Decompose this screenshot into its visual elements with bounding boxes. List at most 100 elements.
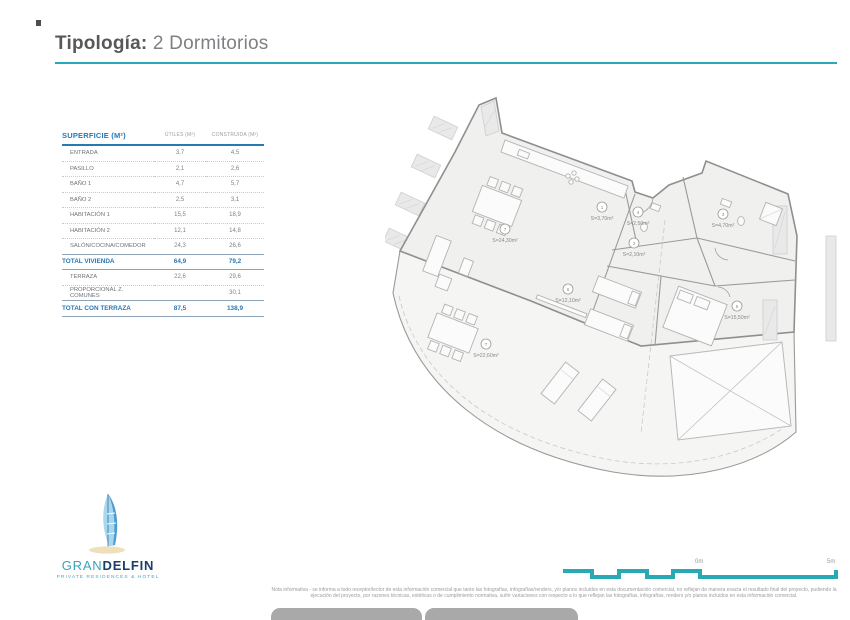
svg-text:5: 5	[736, 304, 739, 309]
svg-text:S=22,60m²: S=22,60m²	[473, 353, 499, 359]
row-construida: 4,5	[206, 145, 264, 162]
interior-partitions	[535, 176, 796, 346]
floor-plan: 1 S=3,70m² 4 S=2,50m² 3 S=4,70m² 2 S=2,1…	[385, 96, 837, 477]
svg-text:S=3,70m²: S=3,70m²	[591, 216, 614, 222]
table-row: BAÑO 1 4,7 5,7	[62, 176, 264, 193]
logo-brand: GRANDELFIN	[46, 558, 170, 573]
room-label-salon: 7 S=24,30m²	[492, 223, 518, 244]
row-label: HABITACIÓN 2	[62, 223, 154, 239]
row-label: SALÓN/COCINA/COMEDOR	[62, 238, 154, 255]
row-utiles: 15,5	[154, 207, 206, 224]
table-row: ENTRADA 3,7 4,5	[62, 145, 264, 162]
room-label-pasillo: 2 S=2,10m²	[623, 237, 646, 258]
row-utiles: 87,5	[154, 300, 206, 317]
row-construida: 30,1	[206, 285, 264, 301]
table-header-construida: CONSTRUIDA (M²)	[206, 126, 264, 146]
row-utiles: 22,6	[154, 269, 206, 286]
table-row-total-vivienda: TOTAL VIVIENDA 64,9 79,2	[62, 253, 264, 270]
sun-lounger	[540, 361, 580, 405]
room-label-bano1: 3 S=4,70m²	[712, 208, 735, 229]
row-label: PASILLO	[62, 161, 154, 177]
sun-lounger	[577, 378, 617, 422]
svg-text:S=2,50m²: S=2,50m²	[627, 221, 650, 227]
table-row: BAÑO 2 2,5 3,1	[62, 192, 264, 208]
svg-text:S=4,70m²: S=4,70m²	[712, 223, 735, 229]
logo-brand-secondary: DELFIN	[102, 558, 155, 573]
svg-text:S=15,50m²: S=15,50m²	[724, 315, 750, 321]
crossed-box	[669, 341, 792, 441]
logo-brand-primary: GRAN	[61, 558, 103, 573]
svg-text:3: 3	[722, 212, 725, 217]
table-row-total-terraza: TOTAL CON TERRAZA 87,5 138,9	[62, 300, 264, 317]
table-row: PASILLO 2,1 2,6	[62, 161, 264, 177]
row-utiles: 24,3	[154, 238, 206, 255]
row-utiles: 12,1	[154, 223, 206, 239]
terrace-dashed-edge	[398, 295, 790, 465]
page-title-label: Tipología:	[55, 33, 148, 54]
row-label: BAÑO 2	[62, 192, 154, 208]
row-construida: 29,6	[206, 269, 264, 286]
scale-zero-label: 0m	[695, 559, 703, 565]
page-title: Tipología: 2 Dormitorios	[55, 33, 268, 55]
row-construida: 2,6	[206, 161, 264, 177]
kitchen-counter	[500, 139, 629, 199]
row-construida: 79,2	[206, 253, 264, 270]
surface-table: SUPERFICIE (M²) ÚTILES (M²) CONSTRUIDA (…	[62, 126, 264, 317]
row-label: BAÑO 1	[62, 176, 154, 193]
scale-bar: 0m 5m	[563, 559, 838, 579]
svg-text:2: 2	[633, 241, 636, 246]
room-label-habitacion2: 6 S=12,10m²	[555, 283, 581, 304]
sofa	[422, 234, 475, 292]
stove-icon	[565, 170, 580, 185]
svg-text:S=24,30m²: S=24,30m²	[492, 238, 518, 244]
bottom-tab-right	[425, 608, 578, 620]
svg-text:4: 4	[637, 210, 640, 215]
row-construida: 18,9	[206, 207, 264, 224]
row-construida: 3,1	[206, 192, 264, 208]
room-label-habitacion1: 5 S=15,50m²	[724, 300, 750, 321]
bathroom-fixtures	[640, 197, 784, 232]
table-row: HABITACIÓN 1 15,5 18,9	[62, 207, 264, 224]
table-row: PROPORCIONAL Z. COMUNES 30,1	[62, 285, 264, 301]
disclaimer-note: Nota informativa - se informa a todo rec…	[271, 587, 837, 599]
page-title-value: 2 Dormitorios	[152, 33, 269, 54]
row-label: HABITACIÓN 1	[62, 207, 154, 224]
svg-text:6: 6	[567, 287, 570, 292]
row-utiles: 2,5	[154, 192, 206, 208]
row-label: TERRAZA	[62, 269, 154, 286]
row-construida: 14,8	[206, 223, 264, 239]
svg-text:S=12,10m²: S=12,10m²	[555, 298, 581, 304]
dining-table-outdoor	[427, 303, 479, 363]
svg-text:7: 7	[504, 227, 507, 232]
row-construida: 26,6	[206, 238, 264, 255]
single-bed	[591, 275, 643, 309]
row-utiles: 3,7	[154, 145, 206, 162]
page-corner-mark	[36, 20, 41, 26]
sail-tower-icon	[89, 494, 125, 554]
table-row: HABITACIÓN 2 12,1 14,8	[62, 223, 264, 239]
svg-text:S=2,10m²: S=2,10m²	[623, 252, 646, 258]
row-label: ENTRADA	[62, 145, 154, 162]
title-underline	[55, 62, 837, 64]
logo: GRANDELFIN PRIVATE RESIDENCES & HOTEL	[46, 492, 170, 580]
row-utiles: 4,7	[154, 176, 206, 193]
table-header-utiles: ÚTILES (M²)	[154, 126, 206, 146]
single-bed	[583, 308, 635, 342]
table-row: SALÓN/COCINA/COMEDOR 24,3 26,6	[62, 238, 264, 255]
double-bed	[662, 285, 728, 347]
row-construida: 138,9	[206, 300, 264, 317]
svg-text:T: T	[485, 342, 488, 347]
logo-tagline: PRIVATE RESIDENCES & HOTEL	[56, 575, 160, 580]
row-label: PROPORCIONAL Z. COMUNES	[62, 285, 154, 301]
bottom-tab-left	[271, 608, 422, 620]
svg-text:1: 1	[601, 205, 604, 210]
row-utiles: 64,9	[154, 253, 206, 270]
table-row: TERRAZA 22,6 29,6	[62, 269, 264, 286]
sink-icon	[516, 148, 531, 160]
table-header-name: SUPERFICIE (M²)	[62, 126, 154, 146]
section-line	[640, 219, 666, 434]
row-utiles	[154, 285, 206, 301]
surface-table-header: SUPERFICIE (M²) ÚTILES (M²) CONSTRUIDA (…	[62, 126, 264, 146]
room-label-terraza: T S=22,60m²	[473, 338, 499, 359]
